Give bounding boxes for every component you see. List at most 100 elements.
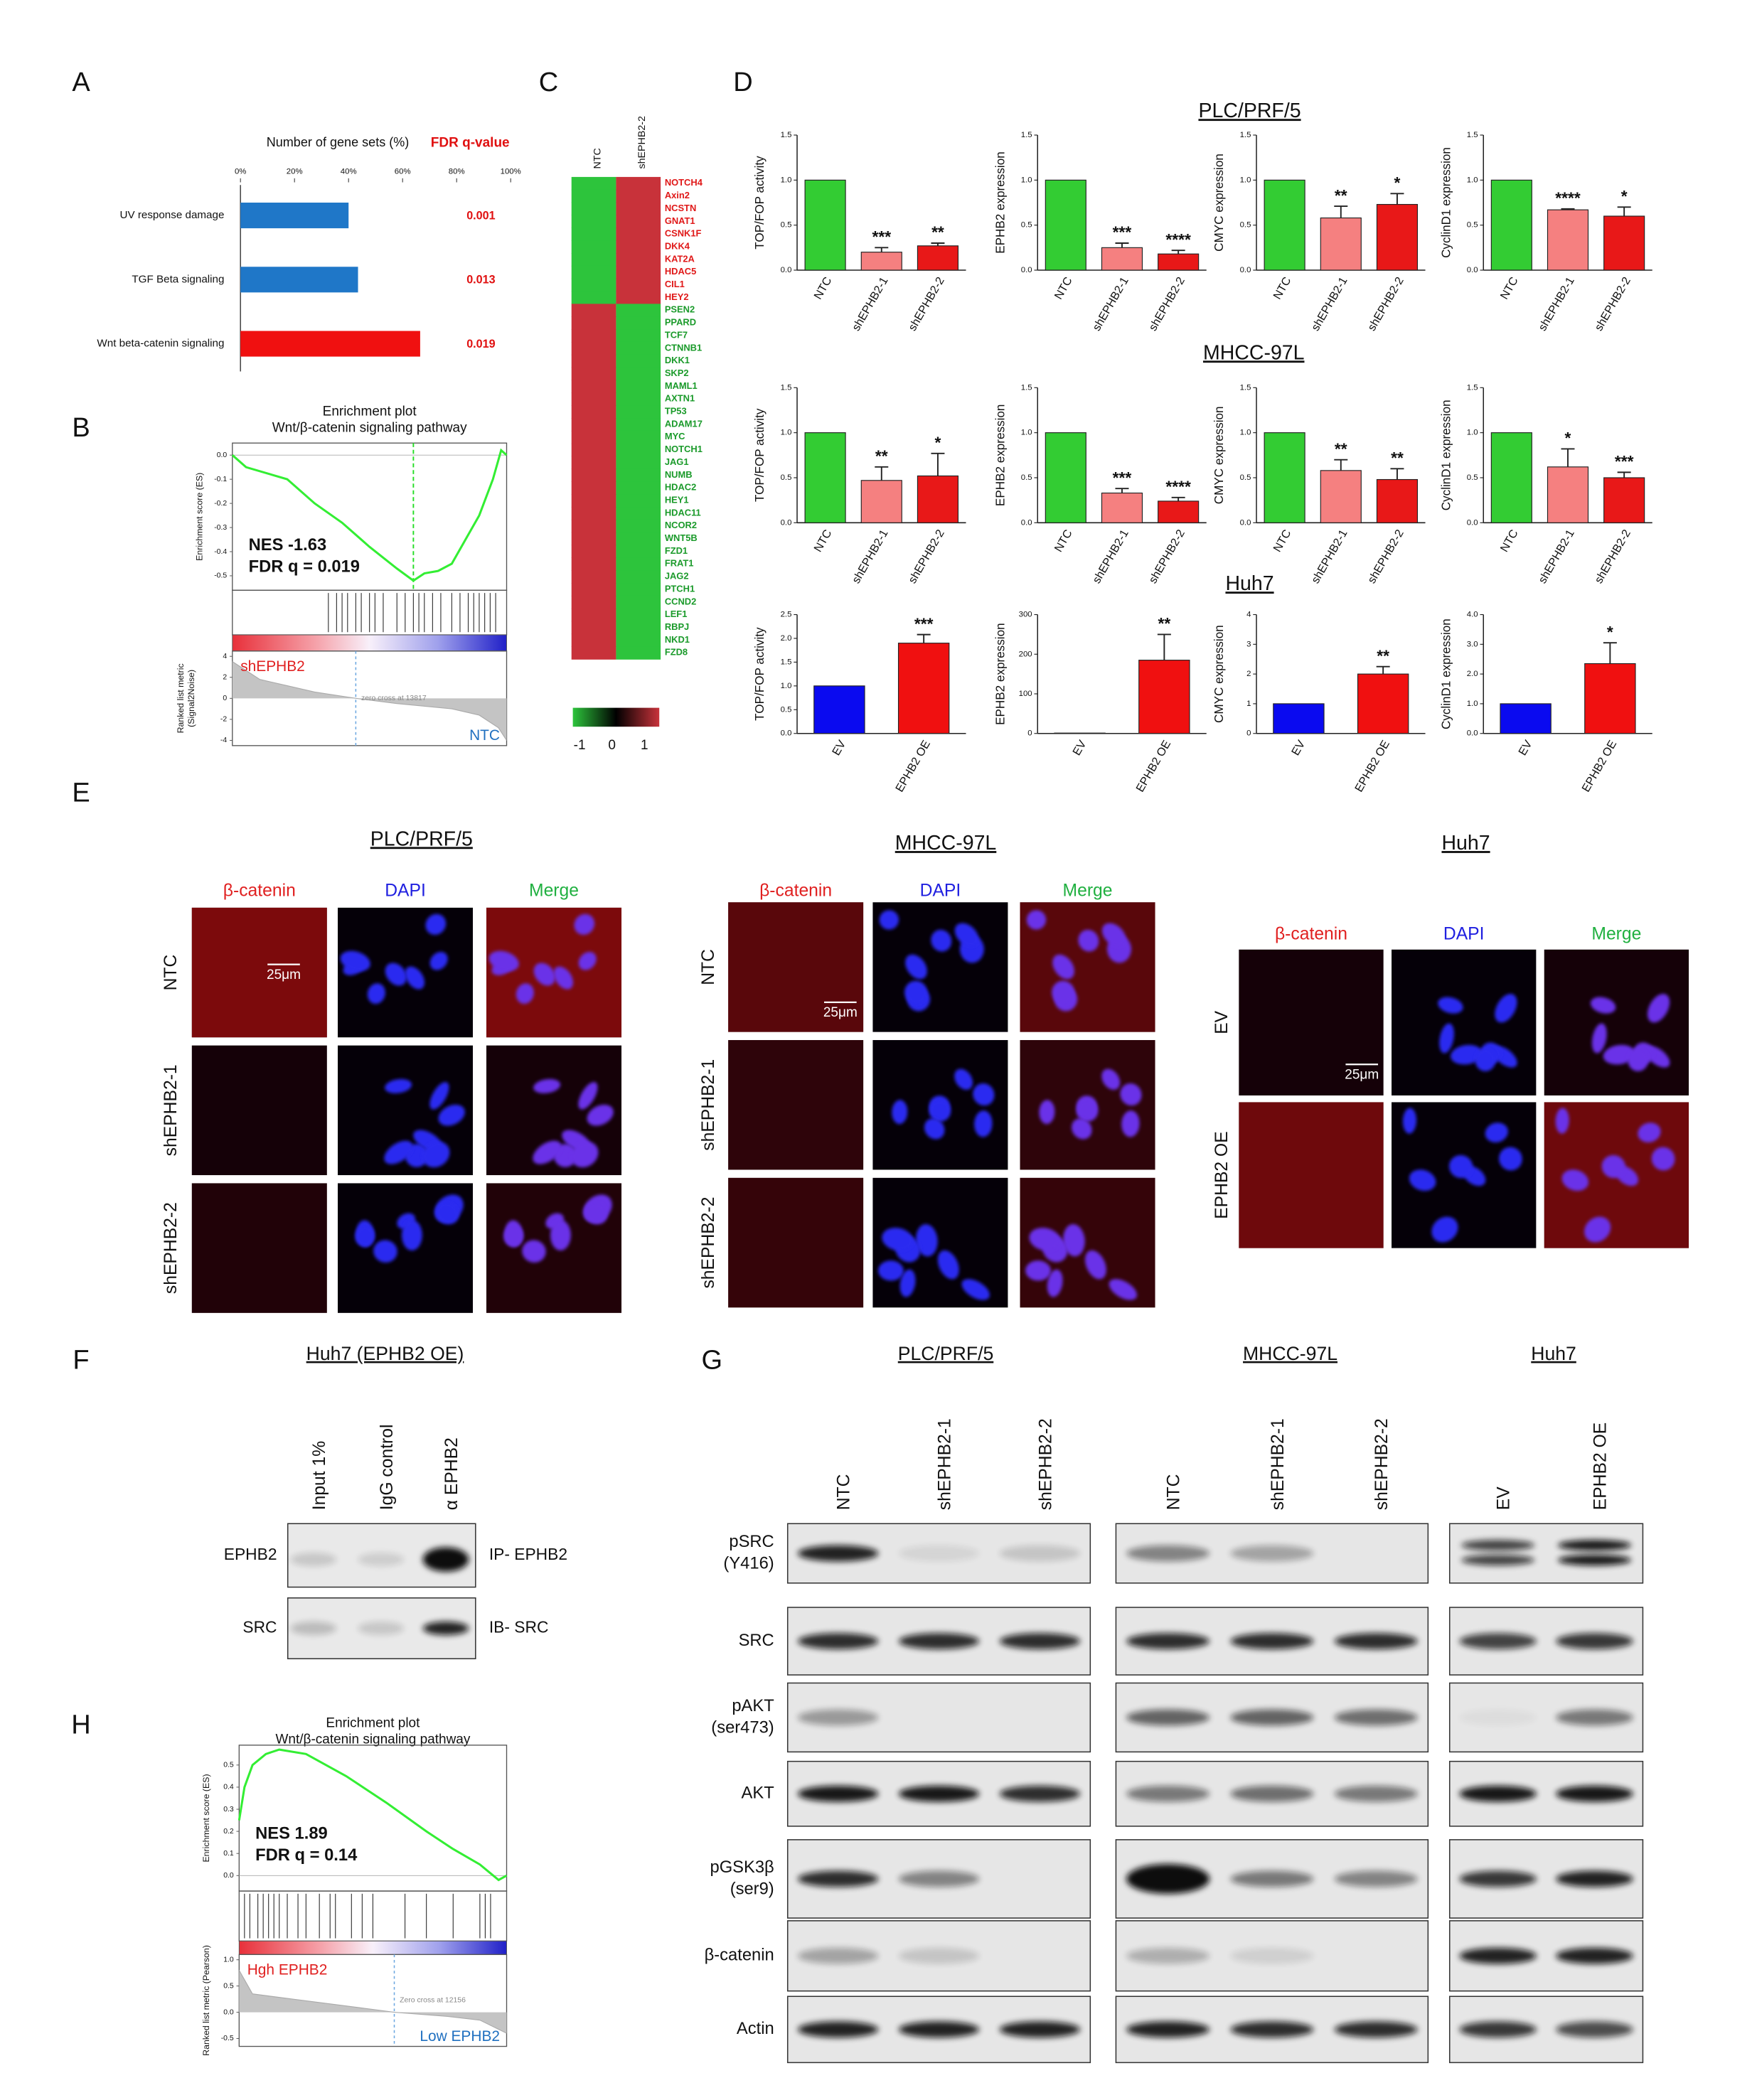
blot-band [1556, 1633, 1633, 1649]
gene-label: CSNK1F [665, 228, 702, 239]
heatmap-cell [616, 341, 661, 355]
nucleus [385, 963, 407, 986]
blot-band [1126, 1709, 1210, 1726]
row-label: EPHB2 [224, 1545, 277, 1563]
nucleus [405, 966, 425, 990]
blot-band [1126, 1947, 1210, 1964]
column-label: β-catenin [759, 882, 832, 901]
heatmap-cell [616, 494, 661, 508]
heatmap-cell [616, 304, 661, 317]
lane-label: EV [1495, 1486, 1514, 1510]
panel-label: G [702, 1345, 723, 1375]
micrograph [191, 1045, 327, 1176]
y-tick-label: 1.5 [1240, 131, 1251, 139]
blot-band [1230, 1870, 1314, 1887]
blot-band [999, 2021, 1081, 2038]
y-tick-label: 0.0 [1240, 266, 1251, 274]
significance: ** [1377, 646, 1389, 665]
significance: ** [875, 447, 888, 466]
bar [804, 432, 846, 523]
bar [1138, 660, 1190, 734]
heatmap-cell [616, 240, 661, 254]
row-label: pGSK3β [710, 1858, 774, 1877]
column-label: DAPI [1443, 924, 1485, 943]
gene-label: RBPJ [665, 621, 689, 632]
significance: * [1394, 173, 1401, 192]
column-label: Merge [1063, 882, 1113, 901]
blot-band [1556, 1870, 1633, 1887]
significance: * [1621, 187, 1628, 205]
blot-band [290, 1553, 337, 1567]
heatmap-cell [616, 456, 661, 470]
significance: * [935, 434, 941, 452]
row-label: shEPHB2-1 [699, 1059, 718, 1151]
heatmap-cell [571, 608, 616, 622]
heatmap-cell [616, 507, 661, 520]
nucleus [882, 1227, 914, 1251]
nucleus [503, 1225, 524, 1247]
gene-label: HEY1 [665, 495, 689, 505]
heatmap-cell [571, 215, 616, 228]
nucleus [340, 950, 370, 972]
y-tick-label: 0.0 [1467, 266, 1478, 274]
gene-label: MAML1 [665, 380, 698, 391]
micrograph [728, 1177, 864, 1308]
blot-band [422, 1547, 469, 1572]
heatmap-cell [571, 494, 616, 508]
blot-band [1126, 1545, 1210, 1562]
scale-label: 25μm [823, 1005, 858, 1020]
y-tick-label: 3.0 [1467, 640, 1478, 648]
y-tick-label: 4 [1246, 611, 1251, 619]
column-label: DAPI [385, 882, 426, 901]
blot-band [1459, 1785, 1537, 1802]
nucleus [1431, 1216, 1458, 1243]
micrograph [1544, 949, 1689, 1095]
nucleus [533, 1140, 562, 1164]
heatmap-cell [571, 532, 616, 546]
bar [1045, 179, 1086, 271]
significance: **** [1555, 189, 1581, 208]
bar [1603, 477, 1645, 523]
nucleus [954, 1068, 973, 1090]
nucleus [1052, 980, 1075, 1005]
panel-label: C [539, 68, 558, 97]
significance: **** [1165, 230, 1191, 249]
blot-band [898, 1545, 980, 1562]
nucleus [422, 1141, 450, 1168]
bar [1320, 470, 1362, 523]
y-tick-label: 0.0 [1240, 518, 1251, 527]
y-tick-label: 0.1 [223, 1850, 234, 1858]
blot-band [1459, 2021, 1537, 2038]
gene-label: NCOR2 [665, 520, 697, 530]
panel-label: E [72, 778, 90, 808]
y-tick-label: 1.5 [781, 658, 792, 666]
gene-label: NOTCH1 [665, 444, 703, 454]
heatmap-cell [616, 265, 661, 279]
bar [897, 643, 950, 734]
y-axis-label: Enrichment score (ES) [201, 1774, 211, 1862]
y-tick-label: 1.0 [1021, 176, 1032, 184]
blot-band [898, 1947, 980, 1964]
y-tick-label: 300 [1019, 611, 1032, 619]
bar [1054, 732, 1106, 734]
blot-band [1556, 1785, 1633, 1802]
gene-label: FZD1 [665, 545, 688, 556]
panel-label: B [72, 413, 90, 443]
row-label: SRC [242, 1618, 277, 1636]
gene-label: NOTCH4 [665, 177, 703, 188]
category-label: Wnt beta-catenin signaling [97, 338, 224, 350]
heatmap-cell [616, 608, 661, 622]
gene-label: HDAC2 [665, 482, 696, 493]
blot-band [999, 1545, 1081, 1562]
blot-band [422, 1622, 469, 1636]
fdr-label: 0.013 [466, 274, 495, 286]
nucleus [1651, 1147, 1675, 1171]
y-tick-label: -0.4 [214, 548, 227, 556]
category-label: UV response damage [120, 209, 225, 221]
section-title: MHCC-97L [1203, 341, 1305, 364]
blot-band [290, 1622, 337, 1636]
metric-axis-label: Ranked list metric [176, 663, 186, 733]
lane-label: EPHB2 OE [1591, 1423, 1611, 1510]
fdr-label: 0.019 [466, 338, 495, 350]
heatmap-cell [571, 265, 616, 279]
